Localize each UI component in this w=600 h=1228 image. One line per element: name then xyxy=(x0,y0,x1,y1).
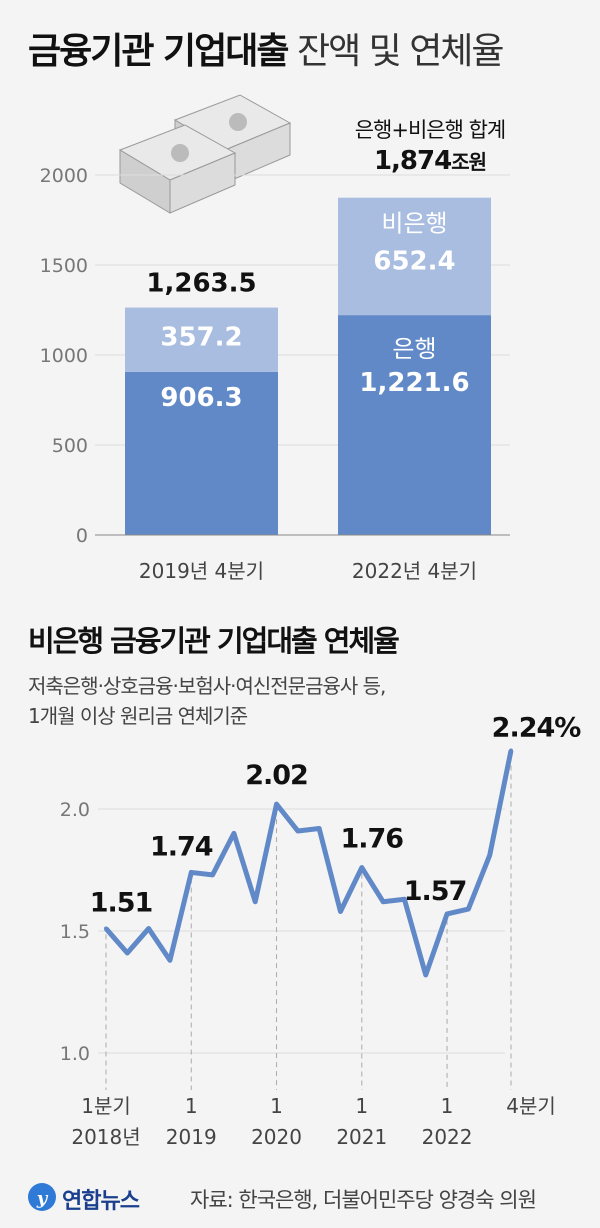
x-tick-label: 2019년 4분기 xyxy=(139,559,264,583)
money-stack-icon xyxy=(118,94,292,214)
bar-bank xyxy=(338,315,491,535)
y-tick-label: 1.5 xyxy=(60,921,90,943)
data-label: 2.02 xyxy=(245,760,308,791)
data-point xyxy=(253,899,258,904)
total-caption: 은행+비은행 합계 xyxy=(354,118,507,142)
data-label: 1.76 xyxy=(340,824,403,855)
line-chart-note-2: 1개월 이상 원리금 연체기준 xyxy=(28,704,248,728)
page-title: 금융기관 기업대출 잔액 및 연체율 xyxy=(28,22,505,74)
bar-nonbank xyxy=(125,307,278,372)
data-point xyxy=(146,926,151,931)
x-tick-year-label: 2018년 xyxy=(71,1125,140,1149)
data-point xyxy=(402,897,407,902)
bar-bank xyxy=(125,371,278,535)
data-point xyxy=(509,748,513,753)
data-point xyxy=(274,802,279,807)
data-label: 1.74 xyxy=(150,831,213,862)
data-point xyxy=(381,899,386,904)
line-chart-title: 비은행 금융기관 기업대출 연체율 xyxy=(28,624,400,658)
source-text: 자료: 한국은행, 더불어민주당 양경숙 의원 xyxy=(190,1188,537,1212)
data-point xyxy=(423,972,428,977)
y-tick-label: 0 xyxy=(76,525,88,547)
data-label: 1.57 xyxy=(404,876,467,907)
line-chart-note-1: 저축은행·상호금융·보험사·여신전문금융사 등, xyxy=(28,674,386,698)
value-label-bank: 1,221.6 xyxy=(359,368,469,398)
logo-text: 연합뉴스 xyxy=(62,1189,140,1214)
series-label-nonbank: 비은행 xyxy=(381,210,447,238)
total-unit: 조원 xyxy=(451,150,487,174)
line-chart: 1.0 1.5 2.0 1분기 2018년 1 2019 1 2020 1 2021 1 2022 4분기… xyxy=(60,712,582,1149)
title-bold: 금융기관 기업대출 xyxy=(28,31,289,72)
y-tick-label: 500 xyxy=(52,435,88,457)
data-point xyxy=(231,831,236,836)
x-tick-year-label: 2020 xyxy=(251,1125,302,1149)
svg-text:y: y xyxy=(36,1188,49,1209)
data-point xyxy=(210,872,215,877)
data-point xyxy=(445,911,450,916)
data-point xyxy=(189,870,194,875)
y-tick-label: 1.0 xyxy=(60,1043,90,1065)
x-tick-label: 1 xyxy=(441,1094,454,1118)
data-point xyxy=(487,853,492,858)
value-label-nonbank: 357.2 xyxy=(160,323,242,353)
y-tick-label: 1500 xyxy=(40,255,88,277)
x-tick-label: 1 xyxy=(355,1094,368,1118)
bar-nonbank xyxy=(338,197,491,316)
x-tick-label: 2022년 4분기 xyxy=(352,559,477,583)
total-number: 1,874 xyxy=(373,146,452,176)
series-label-bank: 은행 xyxy=(392,335,436,363)
data-label: 2.24% xyxy=(492,712,582,743)
data-label: 1.51 xyxy=(90,888,153,919)
data-point xyxy=(167,958,172,963)
rate-line xyxy=(104,749,514,978)
data-point xyxy=(295,828,300,833)
data-point xyxy=(317,826,322,831)
x-tick-year-label: 2019 xyxy=(166,1125,217,1149)
x-tick-label: 1 xyxy=(270,1094,283,1118)
data-point xyxy=(359,865,364,870)
title-light: 잔액 및 연체율 xyxy=(287,31,505,72)
total-label: 1,263.5 xyxy=(146,269,256,299)
x-tick-label: 1 xyxy=(185,1094,198,1118)
x-tick-label: 4분기 xyxy=(506,1094,556,1118)
bar-chart: 0 500 1000 1500 2000 906.3 357.2 1,263.5 2019년 4… xyxy=(40,165,510,583)
data-point xyxy=(466,907,471,912)
data-point xyxy=(338,909,343,914)
data-point xyxy=(104,926,108,931)
x-tick-label: 1분기 xyxy=(81,1094,131,1118)
value-label-nonbank: 652.4 xyxy=(373,247,455,277)
yonhap-logo-icon: y xyxy=(28,1183,56,1211)
value-label-bank: 906.3 xyxy=(160,383,242,413)
x-tick-year-label: 2022 xyxy=(422,1125,473,1149)
y-tick-label: 1000 xyxy=(40,345,88,367)
data-point xyxy=(125,950,130,955)
y-tick-label: 2000 xyxy=(40,165,88,187)
y-tick-label: 2.0 xyxy=(60,799,90,821)
total-value: 1,874조원 xyxy=(330,146,530,176)
x-tick-year-label: 2021 xyxy=(336,1125,387,1149)
